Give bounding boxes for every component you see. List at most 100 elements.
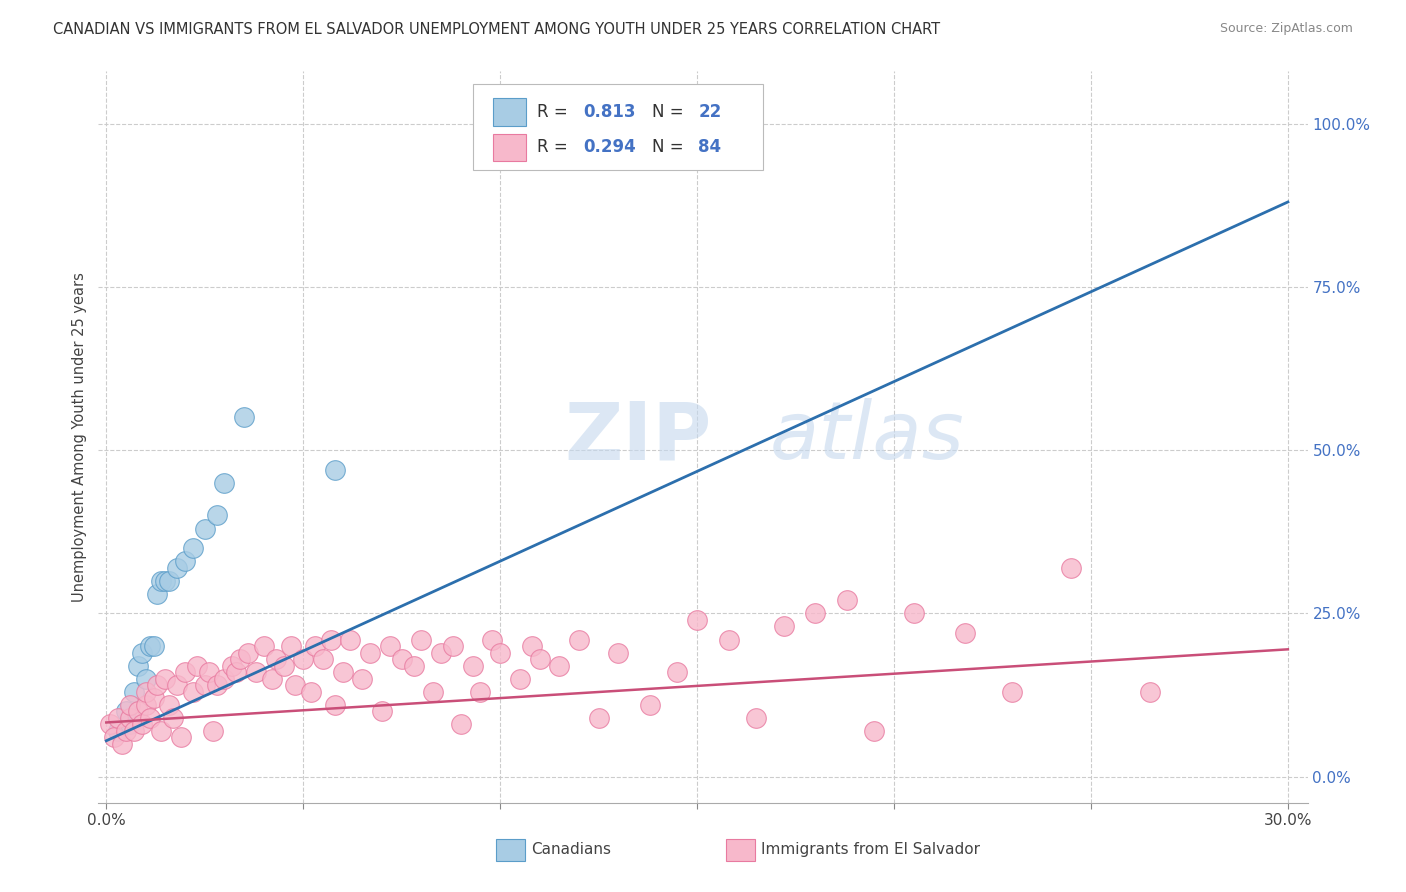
Point — [221, 658, 243, 673]
Point — [181, 541, 204, 555]
Point — [548, 658, 571, 673]
Point — [214, 672, 236, 686]
Point — [666, 665, 689, 680]
Point — [194, 678, 217, 692]
Point — [155, 672, 177, 686]
Point — [135, 685, 157, 699]
Text: Source: ZipAtlas.com: Source: ZipAtlas.com — [1219, 22, 1353, 36]
Point — [166, 678, 188, 692]
Point — [284, 678, 307, 692]
Text: CANADIAN VS IMMIGRANTS FROM EL SALVADOR UNEMPLOYMENT AMONG YOUTH UNDER 25 YEARS : CANADIAN VS IMMIGRANTS FROM EL SALVADOR … — [53, 22, 941, 37]
Text: 22: 22 — [699, 103, 721, 121]
Point — [170, 731, 193, 745]
Point — [371, 705, 394, 719]
Point — [150, 723, 173, 738]
Point — [225, 665, 247, 680]
Point — [205, 508, 228, 523]
Point — [264, 652, 287, 666]
Point — [1060, 560, 1083, 574]
Text: N =: N = — [652, 103, 689, 121]
Point — [686, 117, 709, 131]
Point — [391, 652, 413, 666]
Point — [339, 632, 361, 647]
Point — [450, 717, 472, 731]
Point — [166, 560, 188, 574]
Point — [118, 698, 141, 712]
Point — [146, 587, 169, 601]
Point — [194, 521, 217, 535]
FancyBboxPatch shape — [492, 134, 526, 161]
Point — [863, 723, 886, 738]
Point — [441, 639, 464, 653]
Text: 0.813: 0.813 — [583, 103, 636, 121]
Point — [607, 646, 630, 660]
Point — [127, 705, 149, 719]
Point — [273, 658, 295, 673]
Point — [118, 711, 141, 725]
Point — [378, 639, 401, 653]
FancyBboxPatch shape — [725, 838, 755, 861]
Point — [157, 698, 180, 712]
Point — [953, 626, 976, 640]
Point — [352, 672, 374, 686]
Point — [245, 665, 267, 680]
Point — [903, 607, 925, 621]
Point — [205, 678, 228, 692]
Point — [280, 639, 302, 653]
Point — [411, 632, 433, 647]
Text: Immigrants from El Salvador: Immigrants from El Salvador — [761, 842, 980, 857]
Point — [835, 593, 858, 607]
Point — [122, 685, 145, 699]
Point — [422, 685, 444, 699]
Point — [142, 639, 165, 653]
Point — [299, 685, 322, 699]
Point — [162, 711, 184, 725]
Point — [1139, 685, 1161, 699]
Point — [115, 723, 138, 738]
Point — [111, 737, 134, 751]
FancyBboxPatch shape — [496, 838, 526, 861]
Point — [359, 646, 381, 660]
Point — [131, 717, 153, 731]
Point — [146, 678, 169, 692]
FancyBboxPatch shape — [492, 98, 526, 127]
Point — [174, 665, 197, 680]
Point — [138, 639, 160, 653]
Point — [588, 711, 610, 725]
Point — [186, 658, 208, 673]
Point — [253, 639, 276, 653]
Text: N =: N = — [652, 138, 689, 156]
Point — [470, 685, 492, 699]
Point — [131, 646, 153, 660]
Point — [804, 607, 827, 621]
Point — [717, 632, 740, 647]
Point — [312, 652, 335, 666]
Point — [107, 723, 129, 738]
Text: ZIP: ZIP — [564, 398, 711, 476]
Point — [402, 658, 425, 673]
Point — [489, 646, 512, 660]
Point — [135, 672, 157, 686]
Point — [107, 711, 129, 725]
Point — [745, 711, 768, 725]
Text: 84: 84 — [699, 138, 721, 156]
Text: 0.294: 0.294 — [583, 138, 636, 156]
Point — [201, 723, 224, 738]
Point — [461, 658, 484, 673]
Point — [127, 658, 149, 673]
Point — [332, 665, 354, 680]
Point — [98, 717, 121, 731]
Point — [150, 574, 173, 588]
Point — [430, 646, 453, 660]
Point — [229, 652, 252, 666]
FancyBboxPatch shape — [474, 84, 763, 170]
Point — [304, 639, 326, 653]
Point — [233, 410, 256, 425]
Point — [135, 698, 157, 712]
Text: R =: R = — [537, 103, 574, 121]
Point — [686, 613, 709, 627]
Text: R =: R = — [537, 138, 574, 156]
Point — [292, 652, 315, 666]
Y-axis label: Unemployment Among Youth under 25 years: Unemployment Among Youth under 25 years — [72, 272, 87, 602]
Point — [157, 574, 180, 588]
